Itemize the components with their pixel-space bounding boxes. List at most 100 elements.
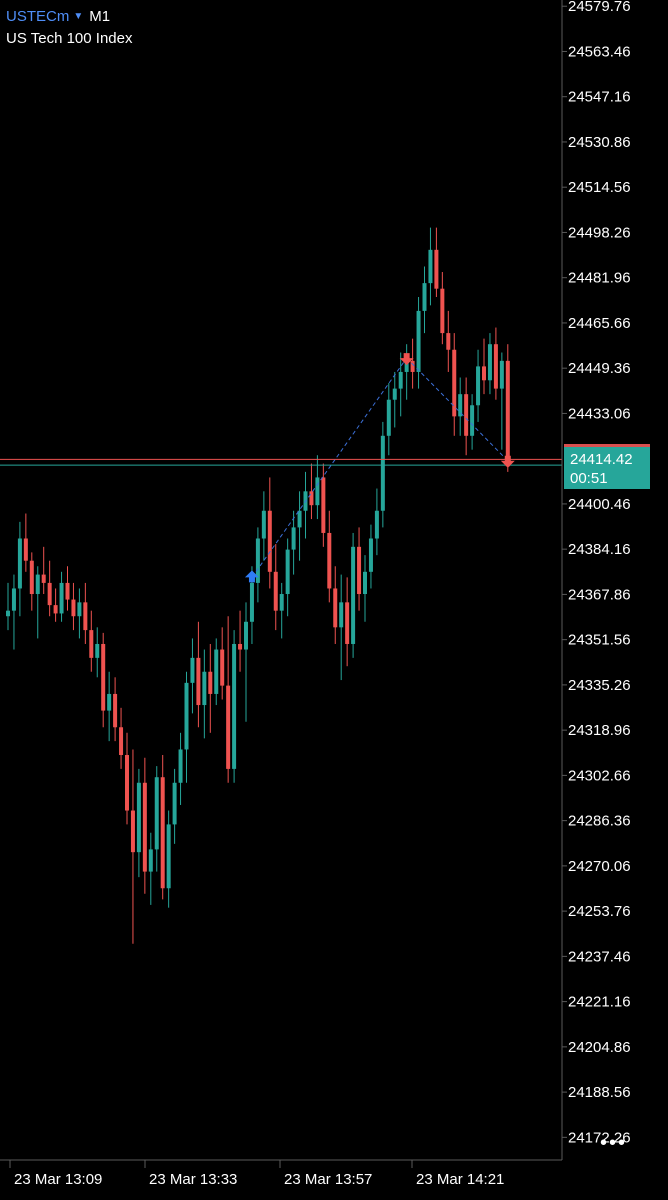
- candle: [339, 574, 344, 681]
- candle: [119, 707, 124, 769]
- candle: [297, 491, 302, 561]
- candle: [130, 749, 135, 944]
- candle-body: [214, 649, 219, 694]
- candle-body: [154, 777, 159, 850]
- candle-body: [309, 491, 314, 506]
- candle-body: [41, 574, 46, 583]
- candle-body: [77, 602, 82, 617]
- candle-body: [357, 546, 362, 595]
- candle-body: [29, 560, 34, 595]
- candle-body: [130, 810, 135, 853]
- candle-body: [83, 602, 88, 631]
- y-tick-label: 24270.06: [568, 858, 631, 875]
- candle-body: [470, 405, 475, 436]
- symbol-selector[interactable]: USTECm: [6, 8, 70, 25]
- candle-body: [11, 588, 16, 611]
- candle-body: [279, 594, 284, 611]
- buy-arrow-icon: [244, 570, 259, 583]
- candle: [226, 616, 231, 783]
- candle: [77, 588, 82, 639]
- candle: [386, 383, 391, 456]
- candle: [428, 227, 433, 306]
- candle-body: [386, 399, 391, 436]
- candle-body: [339, 602, 344, 628]
- candle: [202, 649, 207, 739]
- bid-price-tag: 24414.42 00:51: [564, 447, 650, 489]
- candle-body: [273, 571, 278, 611]
- y-tick-label: 24172.26: [568, 1129, 631, 1146]
- candle-body: [119, 727, 124, 756]
- more-options-icon[interactable]: •••: [600, 1132, 628, 1154]
- candle: [291, 510, 296, 575]
- candle-body: [125, 755, 129, 811]
- candle-body: [398, 371, 403, 389]
- candle-body: [428, 249, 433, 284]
- candle-body: [184, 682, 189, 750]
- candle-body: [499, 360, 504, 389]
- candle: [17, 521, 22, 617]
- candle-body: [107, 693, 112, 711]
- candle: [327, 510, 332, 603]
- candle-body: [374, 510, 379, 539]
- candle-body: [208, 671, 213, 694]
- y-tick-label: 24433.06: [568, 405, 631, 422]
- y-tick-label: 24530.86: [568, 134, 631, 151]
- candle-body: [404, 360, 409, 372]
- candle: [363, 555, 367, 622]
- candle-body: [452, 349, 457, 417]
- candle: [244, 602, 248, 722]
- candle: [220, 627, 225, 700]
- candle: [160, 755, 165, 900]
- candle-body: [458, 394, 463, 417]
- overlays-layer: [0, 353, 562, 583]
- candle-body: [476, 366, 481, 406]
- candle: [65, 566, 70, 611]
- candle-body: [321, 477, 326, 533]
- y-tick-label: 24579.76: [568, 0, 631, 15]
- candle-body: [482, 366, 486, 381]
- candle: [83, 582, 88, 644]
- candle-body: [202, 671, 207, 706]
- candle-body: [166, 824, 171, 889]
- candle-body: [23, 538, 28, 561]
- candle-body: [380, 435, 385, 511]
- y-tick-label: 24302.66: [568, 767, 631, 784]
- candle: [476, 349, 481, 422]
- candle-body: [285, 549, 290, 595]
- candle-body: [220, 649, 225, 686]
- candle: [398, 352, 403, 417]
- candle-body: [422, 283, 427, 311]
- candle-body: [142, 782, 147, 872]
- candle: [29, 552, 34, 611]
- candle: [11, 574, 16, 650]
- candle: [53, 588, 58, 622]
- sell-arrow-icon: [500, 455, 515, 468]
- candle: [452, 333, 457, 436]
- candle-body: [101, 643, 106, 711]
- candle: [285, 538, 290, 617]
- candle: [41, 546, 46, 595]
- y-tick-label: 24514.56: [568, 179, 631, 196]
- candle-body: [368, 538, 373, 572]
- candle-body: [89, 630, 94, 658]
- candle: [380, 421, 385, 528]
- candle: [47, 560, 52, 617]
- candle: [255, 527, 260, 603]
- timeframe-label[interactable]: M1: [89, 8, 111, 25]
- candle-body: [345, 602, 350, 644]
- candle-body: [65, 582, 70, 600]
- candle: [101, 632, 106, 728]
- candle: [190, 638, 195, 714]
- candle: [440, 272, 445, 345]
- x-tick-label: 23 Mar 14:21: [416, 1171, 504, 1188]
- chevron-down-icon[interactable]: ▼: [73, 11, 84, 22]
- candle: [351, 532, 356, 658]
- axes-layer: 24579.76 24563.46 24547.16 24530.86 24514.56…: [0, 0, 631, 1188]
- candle: [404, 344, 409, 400]
- candle-body: [244, 621, 248, 650]
- candle: [487, 333, 492, 395]
- candle: [505, 344, 510, 472]
- y-tick-label: 24498.26: [568, 224, 631, 241]
- candle-body: [53, 605, 58, 614]
